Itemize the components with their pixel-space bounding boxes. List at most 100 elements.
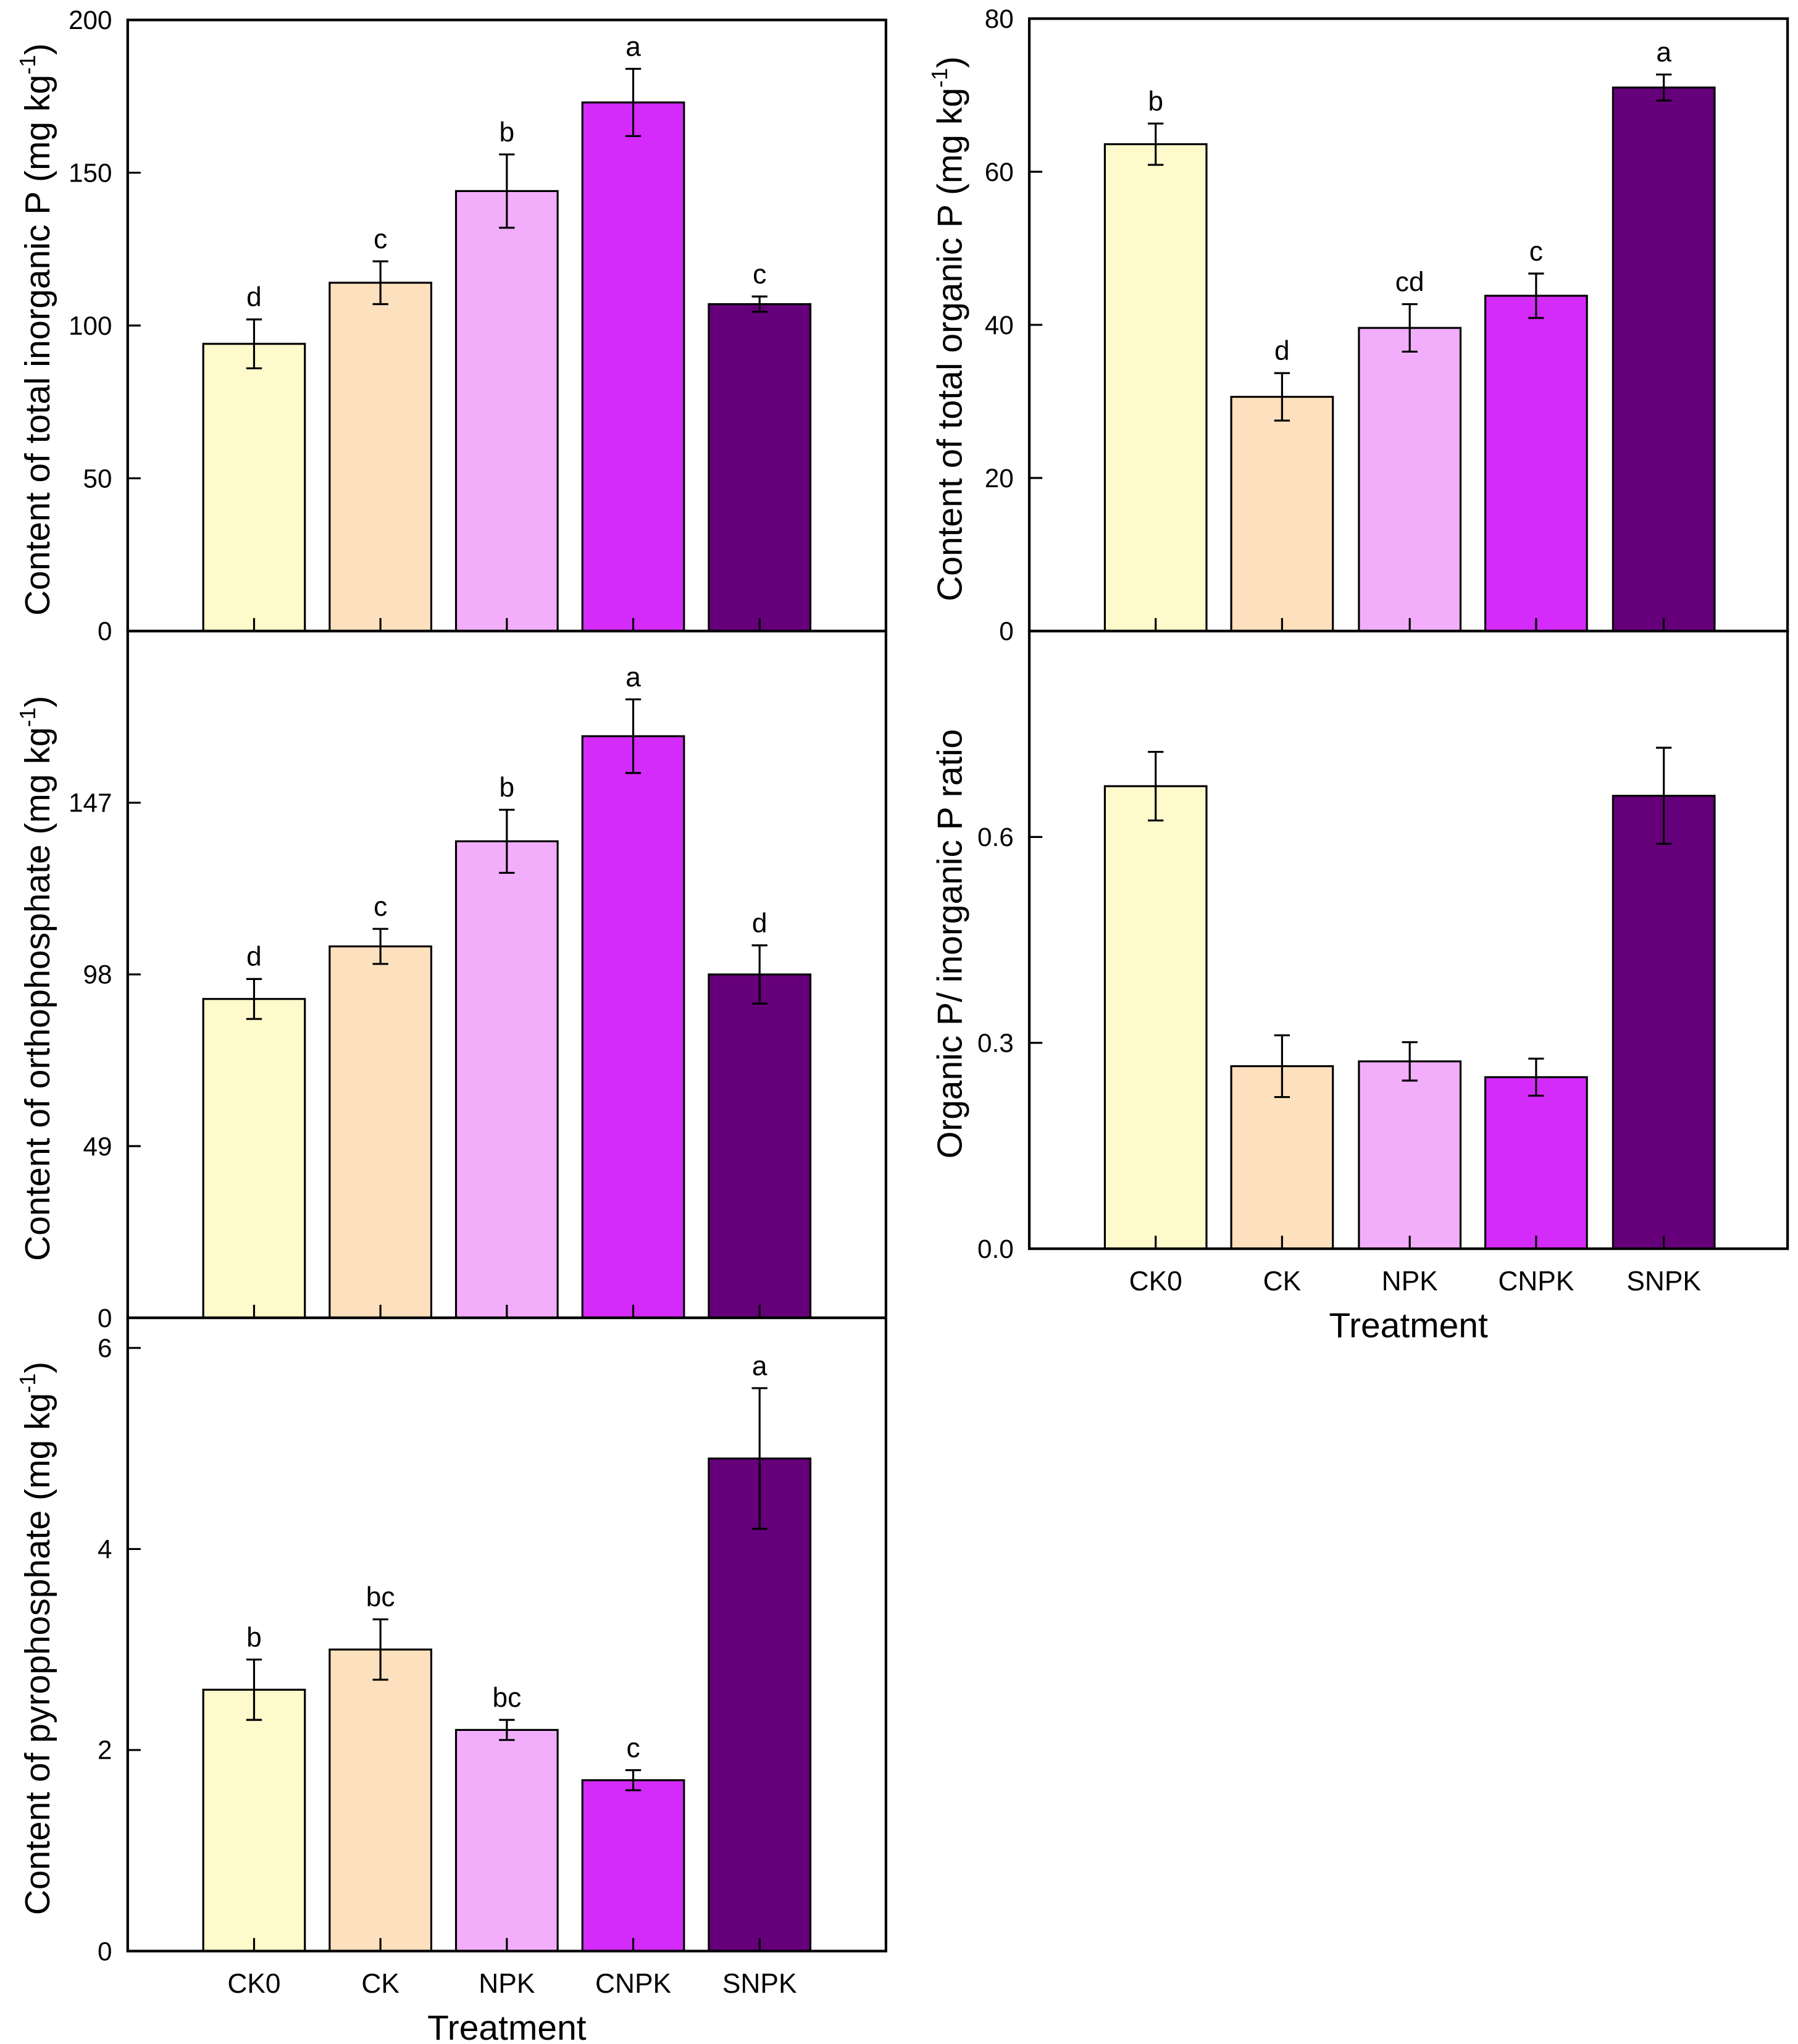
significance-letter: c xyxy=(626,1733,640,1763)
significance-letter: b xyxy=(500,773,515,803)
bar-SNPK xyxy=(1612,795,1716,1250)
y-axis-label-superscript: -1 xyxy=(927,68,952,88)
significance-letter: c xyxy=(374,892,387,922)
y-axis-label: Content of pyrophosphate (mg kg-1) xyxy=(15,1362,57,1915)
bar-CNPK xyxy=(581,1779,685,1953)
error-bar-NPK xyxy=(1402,303,1418,353)
bar-CK xyxy=(328,282,433,632)
y-axis-label: Organic P/ inorganic P ratio xyxy=(930,729,969,1159)
x-tick-label: SNPK xyxy=(722,1969,797,1999)
x-tick-label: NPK xyxy=(1382,1267,1439,1297)
y-tick-label: 50 xyxy=(83,464,112,493)
bar-CK0 xyxy=(202,998,306,1319)
x-tick-label: CK0 xyxy=(1129,1267,1182,1297)
bar-CK0 xyxy=(202,1688,306,1953)
significance-letter: bc xyxy=(366,1582,395,1612)
significance-letter: c xyxy=(1529,237,1543,267)
y-axis-label-text: Organic P/ inorganic P ratio xyxy=(930,729,969,1159)
error-bar-CK xyxy=(1274,372,1290,422)
error-bar-CK0 xyxy=(246,978,262,1020)
bar-NPK xyxy=(454,190,559,632)
y-tick-label: 20 xyxy=(985,464,1014,493)
x-axis-label: Treatment xyxy=(1329,1306,1488,1346)
bar-CNPK xyxy=(581,735,685,1319)
y-axis-label-end: ) xyxy=(18,696,57,708)
y-tick-label: 80 xyxy=(985,4,1014,33)
error-bar-CK xyxy=(372,928,388,965)
bar-CNPK xyxy=(1484,295,1588,632)
bar-SNPK xyxy=(1612,86,1716,632)
panel-ratio: CK0 CK NPK CNPK SNPK 0.0 0.3 0.6 Organic P/ inor… xyxy=(930,629,1789,1346)
y-axis-label: Content of total organic P (mg kg-1) xyxy=(927,56,969,601)
significance-letter: bc xyxy=(492,1683,521,1713)
significance-letter: a xyxy=(625,31,641,62)
significance-letter: b xyxy=(500,117,515,148)
y-tick-label: 49 xyxy=(83,1132,112,1161)
y-tick-label: 200 xyxy=(69,6,112,35)
error-bar-CK0 xyxy=(246,1658,262,1721)
bar-NPK xyxy=(1358,1060,1462,1250)
y-tick-label: 150 xyxy=(69,158,112,187)
significance-letter: d xyxy=(1274,336,1290,366)
y-tick-label: 0 xyxy=(98,617,112,646)
error-bar-SNPK xyxy=(751,1387,767,1530)
y-axis-label-superscript: -1 xyxy=(15,1373,40,1393)
bar-NPK xyxy=(454,1728,559,1953)
error-bar-NPK xyxy=(499,153,515,229)
y-tick-label: 0 xyxy=(98,1304,112,1333)
error-bar-CNPK xyxy=(625,1769,642,1791)
y-tick-label: 100 xyxy=(69,311,112,340)
significance-letter: b xyxy=(1148,86,1163,117)
y-tick-label: 2 xyxy=(98,1736,112,1765)
error-bar-CK0 xyxy=(246,318,262,369)
y-tick-label: 0.3 xyxy=(977,1029,1014,1058)
y-axis-label-superscript: -1 xyxy=(15,55,40,75)
y-tick-label: 0 xyxy=(98,1937,112,1966)
bar-SNPK xyxy=(708,303,812,632)
y-tick-label: 147 xyxy=(69,789,112,818)
bar-SNPK xyxy=(708,1457,812,1953)
error-bar-CK xyxy=(1274,1034,1290,1099)
bar-NPK xyxy=(454,840,559,1319)
y-axis-label-end: ) xyxy=(930,56,969,68)
y-tick-label: 40 xyxy=(985,311,1014,340)
panel-orthophosphate: d c b a d 0 49 98 147 Content of orthophosphate (… xyxy=(15,629,888,1333)
error-bar-CNPK xyxy=(1528,272,1544,319)
y-axis-label-text: Content of total inorganic P (mg kg xyxy=(18,75,57,616)
y-tick-label: 0 xyxy=(999,617,1013,646)
x-axis-label: Treatment xyxy=(427,2008,587,2044)
plot-frame xyxy=(1027,629,1789,1250)
y-axis-label: Content of total inorganic P (mg kg-1) xyxy=(15,43,57,616)
y-tick-label: 0.0 xyxy=(977,1234,1014,1263)
panel-inorganic: d c b a c 0 50 100 150 200 Content of total inorga… xyxy=(15,6,888,646)
bar-CK xyxy=(1230,396,1334,632)
y-axis-label-text: Content of pyrophosphate (mg kg xyxy=(18,1393,57,1916)
error-bar-SNPK xyxy=(1655,73,1672,102)
bar-CK0 xyxy=(1103,785,1208,1250)
significance-letter: a xyxy=(625,662,641,692)
significance-letter: c xyxy=(753,259,766,290)
error-bar-SNPK xyxy=(751,944,767,1005)
y-tick-label: 98 xyxy=(83,960,112,989)
bar-SNPK xyxy=(708,973,812,1319)
error-bar-SNPK xyxy=(1655,747,1672,845)
x-tick-label: CNPK xyxy=(1498,1267,1574,1297)
x-tick-label: NPK xyxy=(479,1969,535,1999)
significance-letter: cd xyxy=(1395,267,1424,297)
significance-letter: d xyxy=(246,282,262,312)
y-axis-label-end: ) xyxy=(18,1362,57,1373)
panel-pyrophosphate: b CK0 bc CK bc NPK c CNPK a SNPK 0 2 4 6 Content of py… xyxy=(15,1316,888,2044)
significance-letter: a xyxy=(752,1351,767,1381)
y-axis-label-text: Content of orthophosphate (mg kg xyxy=(18,727,57,1261)
significance-letter: b xyxy=(246,1622,262,1652)
bar-CNPK xyxy=(1484,1076,1588,1250)
y-axis-label-end: ) xyxy=(18,43,57,55)
x-tick-label: CK xyxy=(361,1969,399,1999)
error-bar-NPK xyxy=(1402,1041,1418,1082)
error-bar-SNPK xyxy=(751,295,767,313)
error-bar-CK0 xyxy=(1148,750,1164,822)
bar-CK xyxy=(328,1648,433,1953)
y-tick-label: 60 xyxy=(985,157,1014,186)
error-bar-CNPK xyxy=(625,67,642,137)
